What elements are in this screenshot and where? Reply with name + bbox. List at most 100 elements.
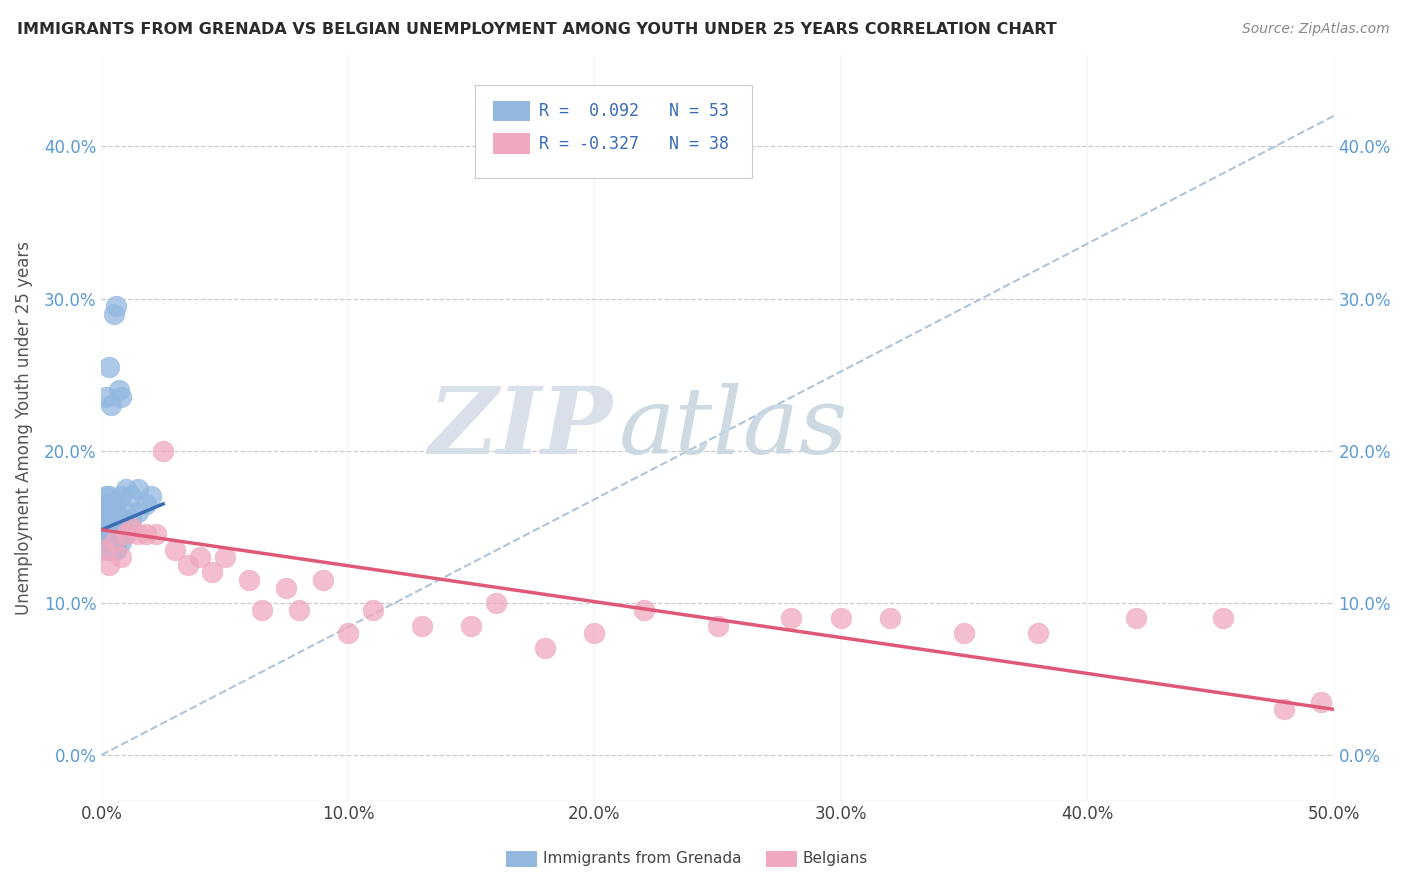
- Point: [93, 497, 115, 511]
- Point: [96, 504, 118, 518]
- Point: [97, 558, 120, 572]
- Point: [93, 520, 115, 534]
- Point: [93, 542, 115, 557]
- Point: [97, 504, 120, 518]
- Point: [238, 573, 260, 587]
- Point: [97, 520, 120, 534]
- Point: [105, 520, 128, 534]
- Point: [1272, 702, 1295, 716]
- Text: Immigrants from Grenada: Immigrants from Grenada: [543, 852, 741, 866]
- Point: [105, 299, 128, 313]
- Point: [276, 581, 298, 595]
- Point: [152, 443, 174, 458]
- Point: [534, 641, 557, 656]
- Point: [1125, 611, 1147, 625]
- Point: [115, 527, 138, 541]
- Point: [110, 489, 132, 503]
- Point: [583, 626, 606, 640]
- Point: [110, 550, 132, 565]
- Point: [1026, 626, 1049, 640]
- Point: [100, 512, 122, 526]
- Point: [100, 520, 122, 534]
- Point: [97, 512, 120, 526]
- Point: [706, 618, 728, 632]
- Text: R =  0.092   N = 53: R = 0.092 N = 53: [538, 102, 728, 120]
- Point: [953, 626, 976, 640]
- Point: [780, 611, 803, 625]
- Point: [830, 611, 852, 625]
- Text: ZIP: ZIP: [429, 383, 613, 473]
- Point: [120, 489, 142, 503]
- Point: [120, 512, 142, 526]
- Point: [97, 535, 120, 549]
- Point: [97, 359, 120, 374]
- Text: R = -0.327   N = 38: R = -0.327 N = 38: [538, 135, 728, 153]
- Point: [96, 535, 118, 549]
- Point: [361, 603, 384, 617]
- Point: [201, 566, 224, 580]
- Point: [96, 527, 118, 541]
- Point: [115, 527, 138, 541]
- Point: [115, 482, 138, 496]
- Point: [93, 527, 115, 541]
- Point: [879, 611, 901, 625]
- Point: [107, 383, 129, 397]
- Point: [97, 527, 120, 541]
- Point: [110, 391, 132, 405]
- Y-axis label: Unemployment Among Youth under 25 years: Unemployment Among Youth under 25 years: [15, 241, 32, 615]
- Point: [460, 618, 482, 632]
- Point: [105, 542, 128, 557]
- Point: [214, 550, 236, 565]
- Point: [103, 527, 125, 541]
- Point: [103, 542, 125, 557]
- Point: [139, 489, 162, 503]
- Point: [165, 542, 187, 557]
- Point: [188, 550, 211, 565]
- Point: [485, 596, 508, 610]
- Point: [177, 558, 200, 572]
- Text: IMMIGRANTS FROM GRENADA VS BELGIAN UNEMPLOYMENT AMONG YOUTH UNDER 25 YEARS CORRE: IMMIGRANTS FROM GRENADA VS BELGIAN UNEMP…: [17, 22, 1057, 37]
- Point: [1310, 695, 1333, 709]
- Point: [96, 391, 118, 405]
- Point: [97, 542, 120, 557]
- Point: [127, 527, 149, 541]
- Point: [411, 618, 433, 632]
- Point: [96, 512, 118, 526]
- Text: Source: ZipAtlas.com: Source: ZipAtlas.com: [1241, 22, 1389, 37]
- Point: [127, 504, 149, 518]
- Point: [93, 504, 115, 518]
- Point: [110, 512, 132, 526]
- Point: [250, 603, 273, 617]
- Point: [120, 520, 142, 534]
- Point: [110, 535, 132, 549]
- Point: [135, 527, 157, 541]
- Point: [100, 542, 122, 557]
- Point: [145, 527, 167, 541]
- Point: [97, 489, 120, 503]
- Point: [135, 497, 157, 511]
- Point: [105, 497, 128, 511]
- Point: [103, 535, 125, 549]
- Point: [103, 512, 125, 526]
- Point: [127, 482, 149, 496]
- Point: [336, 626, 359, 640]
- Point: [93, 512, 115, 526]
- Point: [100, 398, 122, 412]
- Point: [115, 504, 138, 518]
- Text: atlas: atlas: [619, 383, 848, 473]
- FancyBboxPatch shape: [475, 85, 752, 178]
- Point: [96, 520, 118, 534]
- Point: [633, 603, 655, 617]
- Point: [100, 527, 122, 541]
- Point: [105, 535, 128, 549]
- FancyBboxPatch shape: [494, 101, 530, 121]
- Point: [100, 535, 122, 549]
- Point: [96, 489, 118, 503]
- Point: [1212, 611, 1234, 625]
- Point: [287, 603, 309, 617]
- Point: [312, 573, 335, 587]
- FancyBboxPatch shape: [494, 134, 530, 154]
- Point: [103, 497, 125, 511]
- Point: [100, 497, 122, 511]
- Point: [103, 307, 125, 321]
